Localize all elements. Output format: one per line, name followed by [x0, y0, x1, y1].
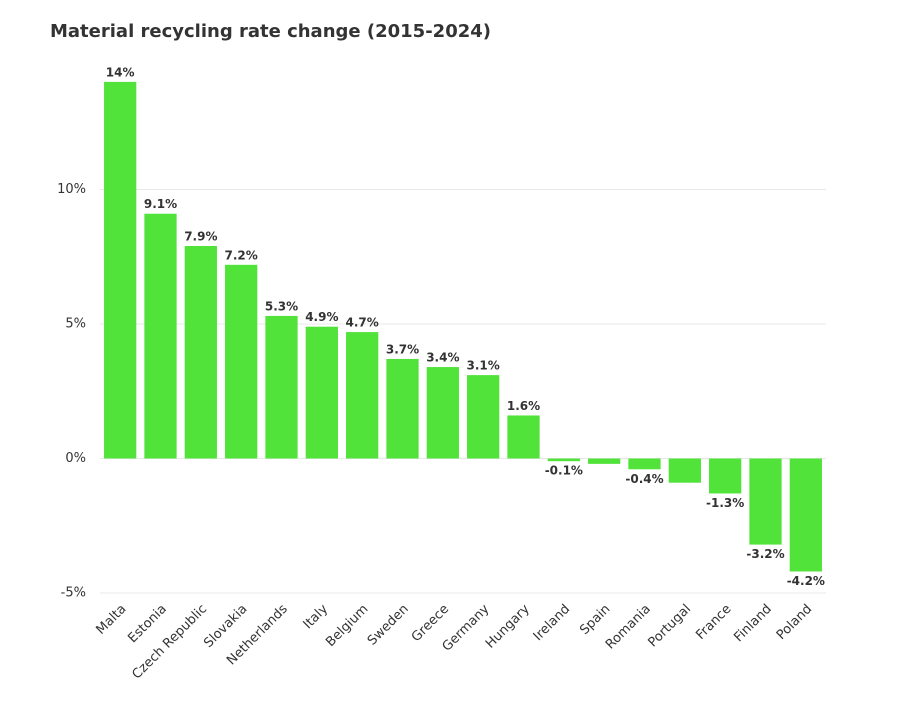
- bar: [507, 415, 540, 459]
- value-label: 4.9%: [305, 310, 338, 324]
- bar: [588, 458, 621, 464]
- bar: [305, 326, 338, 459]
- value-label: -3.2%: [746, 547, 784, 561]
- value-label: -1.3%: [706, 496, 744, 510]
- x-tick-label: Spain: [577, 602, 613, 638]
- x-tick-label: Ireland: [531, 602, 573, 644]
- bar: [104, 81, 137, 459]
- x-tick-label: Sweden: [365, 602, 412, 649]
- x-tick-label: Romania: [603, 602, 654, 653]
- bar: [386, 358, 419, 459]
- x-tick-label: Poland: [774, 602, 815, 643]
- x-tick-label: Portugal: [645, 602, 694, 651]
- bar: [547, 458, 580, 462]
- value-label: 14%: [106, 65, 135, 79]
- bar: [265, 315, 298, 459]
- x-tick-label: Belgium: [323, 602, 371, 650]
- bar: [184, 245, 217, 459]
- value-label: 5.3%: [265, 299, 298, 313]
- x-tick-label: Hungary: [483, 601, 533, 651]
- value-label: 4.7%: [346, 316, 379, 330]
- bar: [426, 367, 459, 459]
- y-tick-label: 5%: [65, 317, 86, 332]
- y-tick-label: -5%: [61, 586, 86, 601]
- y-tick-label: 10%: [57, 182, 86, 197]
- bar: [628, 458, 661, 470]
- chart-title: Material recycling rate change (2015-202…: [50, 21, 491, 42]
- value-label: 7.9%: [184, 229, 217, 243]
- x-tick-label: France: [693, 602, 734, 643]
- x-tick-label: Finland: [731, 602, 774, 645]
- bar: [789, 458, 822, 572]
- value-label: 3.7%: [386, 342, 419, 356]
- bar: [749, 458, 782, 545]
- y-tick-label: 0%: [65, 451, 86, 466]
- bar: [668, 458, 701, 483]
- x-tick-label: Malta: [94, 602, 130, 638]
- value-label: -0.4%: [625, 472, 663, 486]
- x-tick-label: Italy: [301, 601, 332, 632]
- value-label: 3.1%: [467, 359, 500, 373]
- bar: [467, 375, 500, 459]
- value-label: 3.4%: [426, 351, 459, 365]
- value-label: 7.2%: [225, 248, 258, 262]
- value-label: -0.1%: [545, 464, 583, 478]
- bar: [225, 264, 258, 459]
- bar: [346, 332, 379, 459]
- bar: [144, 213, 177, 459]
- bar: [709, 458, 742, 494]
- value-label: 9.1%: [144, 197, 177, 211]
- value-label: 1.6%: [507, 399, 540, 413]
- x-tick-label: Czech Republic: [130, 602, 211, 683]
- value-label: -4.2%: [787, 574, 825, 588]
